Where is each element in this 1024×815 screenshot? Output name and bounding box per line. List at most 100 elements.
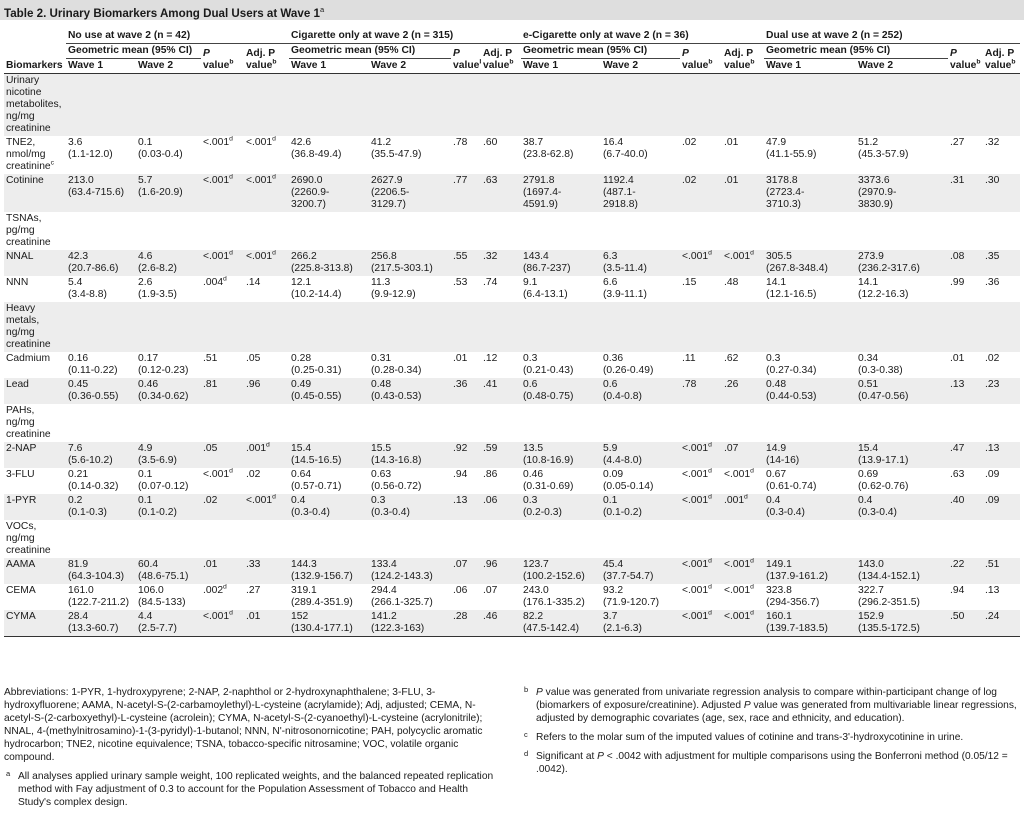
footnote-a: a All analyses applied urinary sample we… — [4, 769, 500, 809]
value-line: (0.31-0.69) — [523, 481, 574, 492]
value-line: (0.05-0.14) — [603, 481, 654, 492]
significance-sup: d — [272, 174, 276, 181]
adj-p-value: .74 — [481, 276, 521, 302]
adj-p-value: .24 — [983, 610, 1021, 637]
wave2-value: 51.2 (45.3-57.9) — [856, 136, 949, 174]
value-line: (0.36-0.55) — [68, 391, 119, 402]
label-line: Cadmium — [6, 353, 51, 364]
wave1-header: Wave 1 — [66, 58, 136, 74]
adj-p-value: .12 — [481, 352, 521, 378]
empty-cell — [680, 302, 722, 352]
adj-p-value-text: <.001 — [246, 137, 273, 148]
wave2-value: 15.4 (13.9-17.1) — [856, 442, 949, 468]
p-value-text: <.001 — [682, 495, 709, 506]
adj-p-value-text: .09 — [985, 495, 1000, 506]
table-row: Cotinine 213.0 (63.4-715.6) 5.7 (1.6-20.9) <.… — [4, 174, 1021, 212]
wave2-value: 4.4 (2.5-7.7) — [136, 610, 201, 637]
value-line: 3830.9) — [858, 199, 893, 210]
label-line: nicotine — [6, 87, 42, 98]
wave1-value: 0.21 (0.14-0.32) — [66, 468, 136, 494]
empty-cell — [451, 302, 481, 352]
label-line: Urinary — [6, 75, 40, 86]
empty-cell — [856, 404, 949, 442]
label-line: creatinine — [6, 237, 51, 248]
adj-p-value: .01 — [722, 174, 765, 212]
p-value-text: <.001 — [203, 137, 230, 148]
value-line: 3.6 — [68, 137, 83, 148]
adj-p-value-text: <.001 — [246, 175, 273, 186]
adj-p-value-text: .62 — [724, 353, 739, 364]
value-line: (0.1-0.2) — [603, 507, 642, 518]
p-value: .47 — [948, 442, 984, 468]
empty-cell — [369, 520, 451, 558]
p-value-text: <.001 — [682, 443, 709, 454]
adj-p-value-text: .05 — [246, 353, 261, 364]
adj-p-value: .33 — [244, 558, 289, 584]
p-value: <.001d — [680, 584, 722, 610]
p-value: .94 — [948, 584, 984, 610]
adj-p-value-text: .26 — [724, 379, 739, 390]
empty-cell — [948, 404, 984, 442]
value-line: (4.4-8.0) — [603, 455, 642, 466]
value-label: value — [724, 60, 751, 71]
value-line: 28.4 — [68, 611, 89, 622]
wave1-value: 9.1 (6.4-13.1) — [521, 276, 601, 302]
p-value-text: .51 — [203, 353, 218, 364]
p-value-text: .15 — [682, 277, 697, 288]
label-line: ng/mg — [6, 533, 35, 544]
empty-cell — [66, 212, 136, 250]
p-value: .01 — [948, 352, 984, 378]
empty-cell — [201, 73, 244, 136]
value-line: (2970.9- — [858, 187, 897, 198]
table-row: CYMA 28.4 (13.3-60.7) 4.4 (2.5-7.7) <.001d .01… — [4, 610, 1021, 637]
p-value: <.001d — [201, 250, 244, 276]
biomarker-label: 1-PYR — [4, 494, 66, 520]
adj-sup: b — [509, 58, 514, 66]
wave2-value: 6.3 (3.5-11.4) — [601, 250, 680, 276]
value-line: 143.4 — [523, 251, 549, 262]
label-line: creatinine — [6, 161, 51, 172]
value-line: 0.4 — [766, 495, 781, 506]
wave1-value: 0.3 (0.2-0.3) — [521, 494, 601, 520]
wave2-value: 0.3 (0.3-0.4) — [369, 494, 451, 520]
adj-p-value-text: .59 — [483, 443, 498, 454]
adj-p-value: .001d — [244, 442, 289, 468]
footnote-b-text-2: value was generated from multivariable l… — [536, 700, 1017, 724]
adj-sup: b — [750, 58, 755, 66]
p-value: .02 — [680, 136, 722, 174]
section-row: Heavy metals, ng/mg creatinine — [4, 302, 1021, 352]
value-line: 0.1 — [138, 495, 153, 506]
label-line: NNN — [6, 277, 29, 288]
value-line: 256.8 — [371, 251, 397, 262]
p-value: .78 — [680, 378, 722, 404]
wave1-value: 0.3 (0.21-0.43) — [521, 352, 601, 378]
empty-cell — [722, 302, 765, 352]
value-line: 143.0 — [858, 559, 884, 570]
wave2-value: 106.0 (84.5-133) — [136, 584, 201, 610]
significance-sup: d — [272, 494, 276, 501]
p-value-text: .55 — [453, 251, 468, 262]
p-value-text: .05 — [203, 443, 218, 454]
value-line: (12.2-16.3) — [858, 289, 909, 300]
p-sup: b — [976, 58, 981, 66]
p-value-text: .004 — [203, 277, 224, 288]
empty-cell — [289, 73, 369, 136]
value-line: 81.9 — [68, 559, 89, 570]
p-value: <.001d — [680, 250, 722, 276]
adj-p-value-text: .06 — [483, 495, 498, 506]
value-line: 0.1 — [603, 495, 618, 506]
adj-p-value: .36 — [983, 276, 1021, 302]
empty-cell — [369, 404, 451, 442]
p-value-text: .77 — [453, 175, 468, 186]
significance-sup: d — [272, 136, 276, 143]
adj-p-value-text: .14 — [246, 277, 261, 288]
footnote-c-mark: c — [524, 730, 528, 739]
value-line: (1697.4- — [523, 187, 562, 198]
adj-p-value-text: .001 — [246, 443, 267, 454]
significance-sup: d — [750, 610, 754, 617]
p-value: .94 — [451, 468, 481, 494]
empty-cell — [856, 73, 949, 136]
adj-p-value: .09 — [983, 494, 1021, 520]
p-value-text: .53 — [453, 277, 468, 288]
